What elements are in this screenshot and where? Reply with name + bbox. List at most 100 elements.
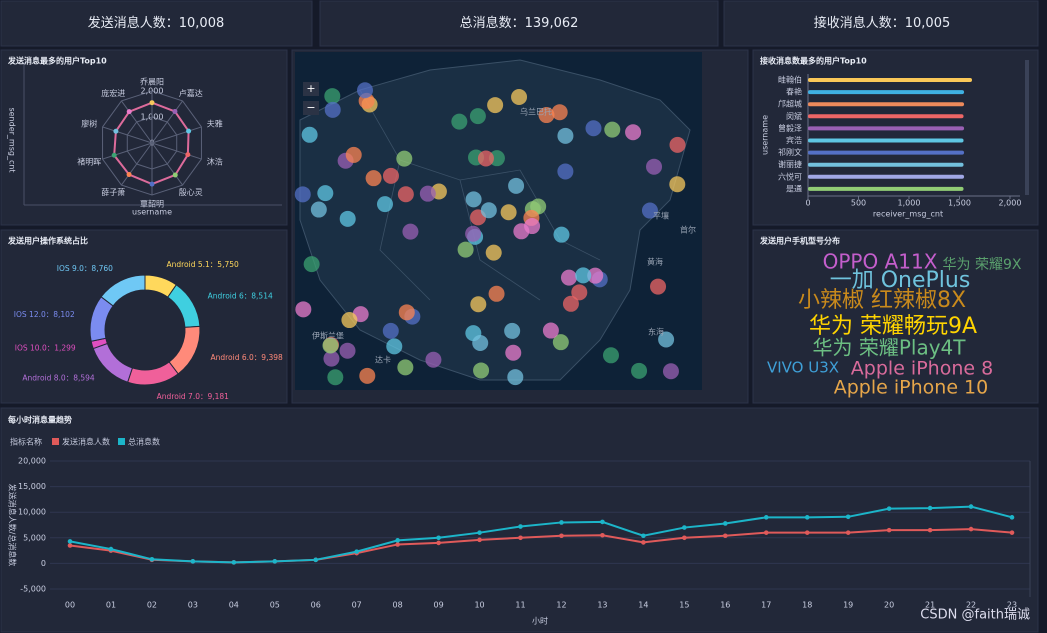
point	[1009, 530, 1015, 535]
radar-point	[185, 152, 191, 158]
y-tick-label: 0	[41, 559, 46, 568]
slice-separator: ：	[200, 392, 208, 401]
kpi-card	[319, 0, 719, 47]
slice-value: 8,760	[91, 264, 113, 273]
zoom-in[interactable]: +	[306, 82, 315, 95]
slice-separator: ：	[84, 264, 92, 273]
map-bubble	[465, 191, 482, 208]
map-label: 首尔	[680, 225, 696, 235]
map-bubble	[507, 369, 524, 386]
radar-point	[149, 181, 155, 187]
x-tick-label: 22	[966, 601, 976, 610]
slice-value: 8,594	[73, 374, 95, 383]
slice-separator: ：	[46, 310, 54, 319]
map-bubble	[511, 88, 528, 105]
x-tick-label: 17	[761, 601, 771, 610]
map-bubble	[469, 108, 486, 125]
map-bubble	[339, 210, 356, 227]
word: Apple iPhone 8	[851, 358, 993, 380]
map-label: 乌兰巴托	[520, 107, 552, 117]
x-tick-label: 03	[188, 601, 198, 610]
panel	[752, 229, 1039, 404]
y-tick-label: 春艳	[786, 87, 802, 97]
bar	[808, 150, 965, 155]
kpi-value: 10,005	[905, 16, 951, 31]
kpi-card	[0, 0, 313, 47]
slice-label: Android 8.0：8,594	[22, 374, 95, 383]
x-tick-label: 23	[1007, 601, 1017, 610]
x-tick-label: 08	[393, 601, 403, 610]
map-bubble	[508, 177, 525, 194]
slice-category: Android 6.0	[210, 353, 254, 362]
radar-point	[149, 100, 155, 106]
word: 小辣椒 红辣椒8X	[798, 288, 966, 313]
map-bubble	[398, 304, 415, 321]
point	[641, 533, 646, 539]
point	[763, 515, 769, 520]
slice-label: Android 5.1：5,750	[166, 260, 239, 269]
zoom-out[interactable]: −	[306, 101, 315, 114]
map-bubble	[604, 121, 621, 138]
point	[927, 505, 933, 511]
map-bubble	[551, 104, 568, 121]
radar-point	[111, 152, 117, 158]
point	[354, 549, 359, 554]
x-tick-label: 16	[720, 601, 730, 610]
map-bubble	[341, 312, 358, 329]
point	[395, 538, 400, 543]
kpi-card	[723, 0, 1039, 47]
point	[108, 546, 114, 552]
x-tick-label: 2,000	[999, 199, 1022, 208]
map-bubble	[470, 296, 487, 313]
map-bubble	[488, 285, 505, 302]
slice-separator: ：	[210, 260, 218, 269]
point	[149, 557, 155, 562]
map-bubble	[324, 88, 341, 105]
map-bubble	[397, 359, 414, 376]
map-bubble	[324, 101, 341, 118]
y-axis-label: sender_msg_cnt	[8, 107, 17, 172]
point	[477, 537, 482, 543]
point	[477, 530, 482, 535]
map-bubble	[602, 347, 619, 364]
map-bubble	[359, 367, 376, 384]
zoom-in-button[interactable]	[303, 82, 319, 96]
point	[436, 540, 441, 546]
slice-category: Android 5.1	[166, 260, 210, 269]
chart-title: 发送用户操作系统占比	[7, 236, 88, 246]
point	[518, 535, 523, 541]
map-bubble	[425, 351, 442, 368]
map-bubble	[585, 120, 602, 137]
zoom-out-button[interactable]	[303, 101, 319, 115]
map-bubble	[339, 342, 356, 359]
map-bubble	[310, 201, 327, 218]
y-tick-label: -5,000	[20, 585, 46, 594]
slice-value: 1,299	[54, 343, 76, 352]
point	[763, 530, 769, 535]
bar	[808, 186, 964, 191]
map-bubble	[295, 301, 312, 318]
scrollbar[interactable]	[1025, 60, 1029, 195]
map-bubble	[457, 241, 474, 258]
point	[231, 560, 237, 565]
slice-category: IOS 9.0	[57, 264, 84, 273]
slice-category: Android 7.0	[157, 392, 201, 401]
map-bubble	[552, 334, 569, 351]
axis-label: 薛子萧	[101, 187, 125, 197]
point	[518, 524, 523, 529]
slice-category: IOS 10.0	[15, 343, 47, 352]
x-tick-label: 20	[884, 601, 894, 610]
point	[723, 521, 728, 526]
map-bubble	[301, 126, 318, 143]
slice-value: 9,181	[207, 392, 229, 401]
y-tick-label: 10,000	[18, 508, 46, 517]
panel	[0, 407, 1039, 633]
kpi-value: 10,008	[179, 16, 225, 31]
slice-separator: ：	[47, 343, 55, 352]
point	[190, 559, 196, 564]
slice-label: Android 7.0：9,181	[157, 392, 230, 401]
point	[682, 535, 687, 541]
point	[968, 526, 974, 532]
radar-point	[113, 128, 119, 134]
slice-category: Android 8.0	[22, 374, 66, 383]
